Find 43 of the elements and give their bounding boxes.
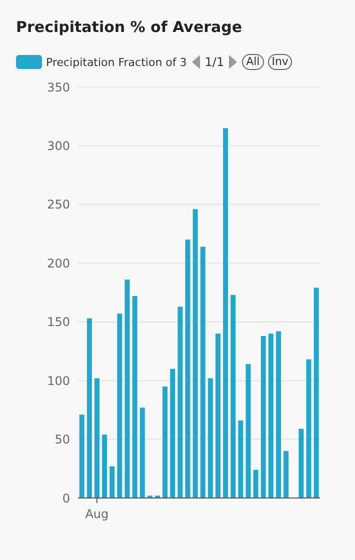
bar — [276, 331, 281, 498]
y-tick-label: 200 — [47, 256, 70, 270]
bar — [192, 209, 198, 498]
text: All — [242, 54, 264, 70]
bar — [284, 451, 289, 498]
bar — [215, 334, 220, 498]
bar — [314, 288, 319, 498]
y-tick-label: 250 — [47, 198, 70, 212]
bar — [185, 240, 190, 498]
legend-label: Precipitation Fraction of 3 — [46, 56, 187, 68]
text: Inv — [268, 54, 292, 70]
x-tick-label: Aug — [85, 507, 109, 521]
bar — [208, 378, 213, 498]
bar — [140, 408, 145, 498]
bar — [306, 359, 312, 498]
bar — [94, 378, 100, 498]
bar — [162, 386, 168, 498]
y-tick-label: 150 — [47, 315, 70, 330]
bar — [124, 280, 130, 498]
bar — [110, 466, 115, 498]
bar — [132, 296, 138, 498]
bar — [178, 306, 183, 498]
bar — [170, 368, 176, 498]
bar — [298, 428, 304, 498]
bar — [260, 336, 266, 498]
bar — [253, 470, 258, 498]
y-tick-label: 0 — [62, 491, 70, 506]
bar — [238, 420, 244, 498]
bar — [117, 314, 122, 498]
bar — [200, 246, 206, 498]
bar — [102, 434, 108, 498]
y-tick-label: 350 — [47, 80, 70, 94]
y-tick-label: 100 — [47, 374, 70, 388]
bar — [230, 294, 236, 498]
bar — [268, 334, 274, 498]
bar — [246, 364, 251, 498]
bar — [86, 318, 92, 498]
chart-title: Precipitation % of Average — [16, 18, 242, 36]
y-tick-label: 50 — [54, 432, 70, 447]
bar — [223, 128, 228, 498]
text: 1/1 — [204, 55, 224, 69]
y-tick-label: 300 — [47, 138, 70, 153]
bar — [79, 414, 84, 498]
